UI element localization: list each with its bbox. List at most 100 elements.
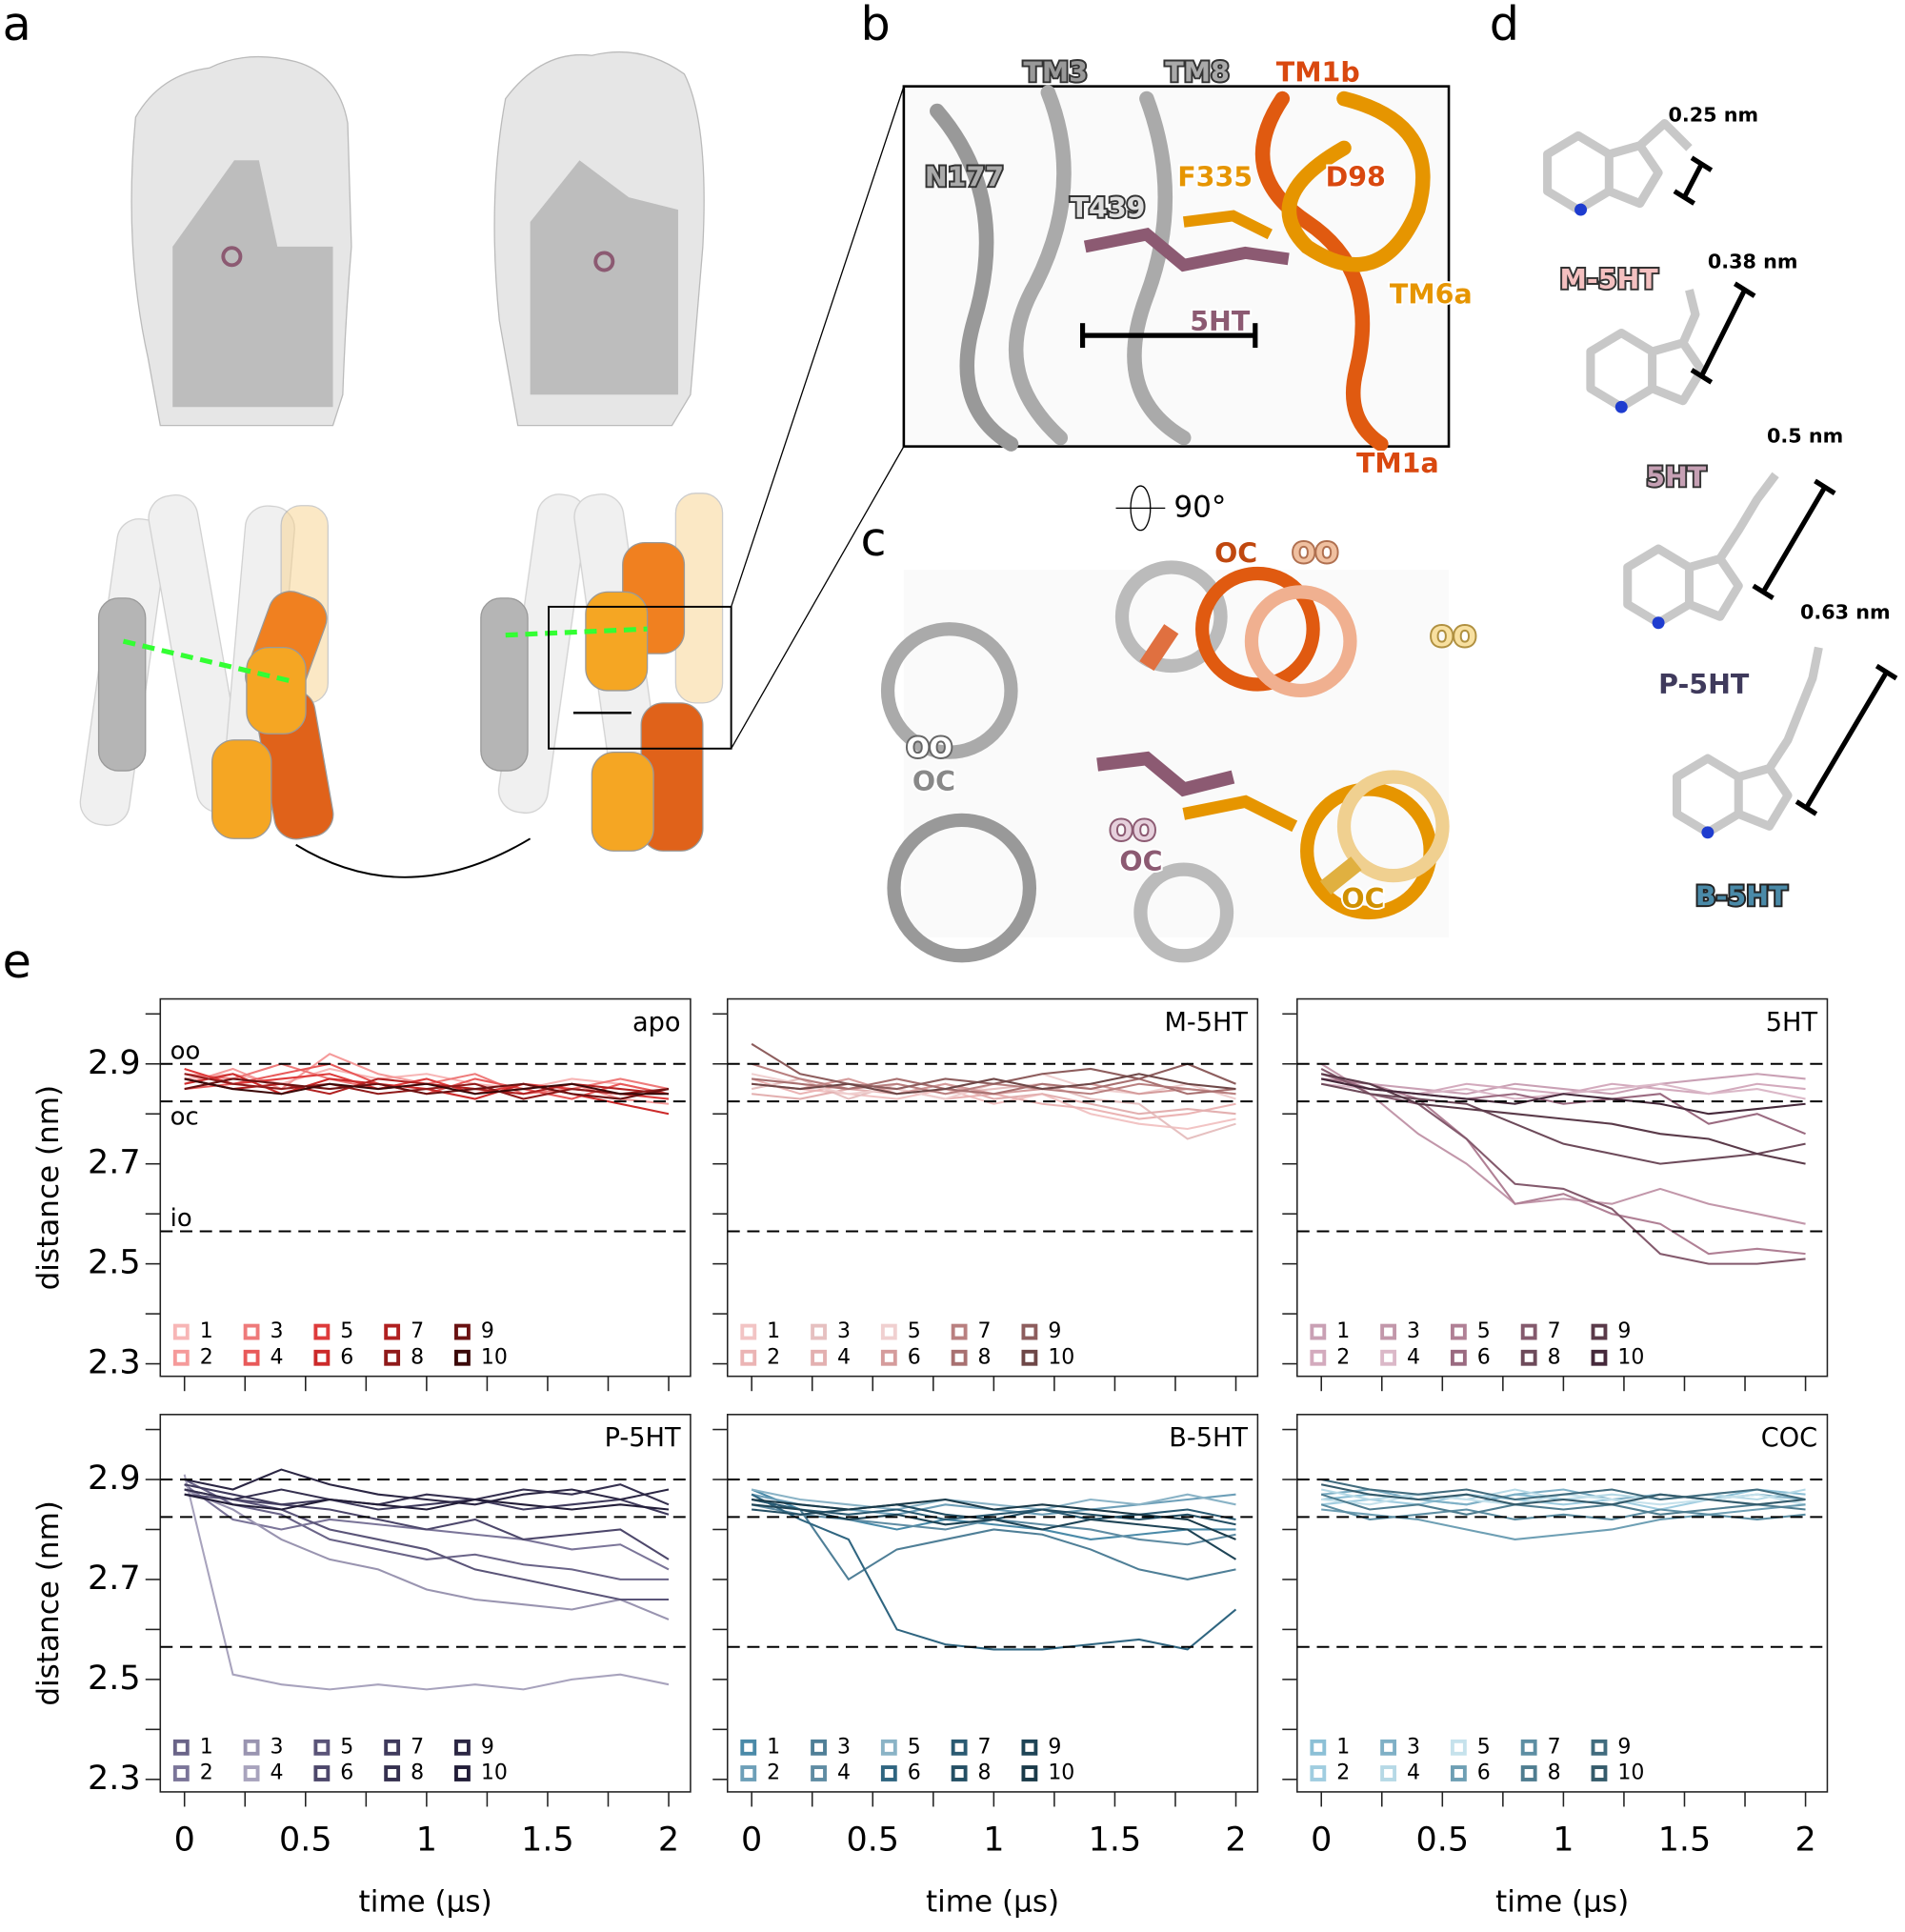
- plot-area: [727, 1042, 1258, 1233]
- y-tick-label: 2.5: [88, 1660, 141, 1698]
- series-line: [751, 1488, 1236, 1511]
- legend-swatch: [1520, 1349, 1537, 1366]
- label: OC: [1119, 846, 1162, 877]
- label: 5HT: [1190, 306, 1251, 337]
- plot-frame: [159, 1414, 692, 1793]
- y-tick-label: 2.7: [88, 1560, 141, 1598]
- y-tick-label: 2.9: [88, 1044, 141, 1082]
- legend-label: 2: [200, 1345, 213, 1369]
- series-line: [183, 1474, 670, 1691]
- legend-swatch: [1380, 1323, 1397, 1340]
- legend-swatch: [880, 1349, 897, 1366]
- x-axis-label: time (µs): [359, 1884, 492, 1919]
- legend-swatch: [1310, 1765, 1327, 1781]
- series-line: [184, 1493, 670, 1601]
- legend-label: 7: [1548, 1319, 1561, 1343]
- legend-swatch: [1520, 1323, 1537, 1340]
- legend-label: 10: [1617, 1345, 1644, 1369]
- legend-swatch: [172, 1349, 190, 1366]
- protein-surface: [130, 50, 705, 427]
- chart-title: B-5HT: [1169, 1423, 1248, 1453]
- molecule-name: 5HT: [1646, 461, 1707, 493]
- label: TM1a: [1356, 448, 1439, 479]
- legend-swatch: [243, 1349, 260, 1366]
- series-line: [752, 1082, 1236, 1116]
- legend-label: 6: [340, 1761, 353, 1785]
- series-line: [184, 1488, 670, 1620]
- series-line: [1320, 1073, 1806, 1165]
- legend-label: 9: [481, 1319, 494, 1343]
- label: TM6a: [1390, 279, 1473, 311]
- chart-title: M-5HT: [1164, 1008, 1248, 1037]
- legend-swatch: [454, 1765, 471, 1781]
- legend-swatch: [1021, 1739, 1038, 1756]
- legend-swatch: [1520, 1739, 1537, 1756]
- legend-label: 1: [1336, 1735, 1350, 1759]
- series-line: [1321, 1077, 1806, 1256]
- legend-swatch: [951, 1349, 968, 1366]
- legend-label: 2: [767, 1345, 780, 1369]
- legend-label: 7: [411, 1735, 424, 1759]
- x-tick-label: 2: [1225, 1821, 1246, 1860]
- y-axis-label: distance (nm): [31, 1085, 66, 1291]
- legend-label: 4: [270, 1761, 283, 1785]
- x-tick-label: 0.5: [846, 1821, 899, 1860]
- legend-label: 9: [1617, 1735, 1631, 1759]
- legend-label: 4: [1407, 1761, 1420, 1785]
- distance-label: 0.38 nm: [1708, 251, 1798, 273]
- legend-label: 10: [481, 1761, 508, 1785]
- legend-swatch: [1380, 1739, 1397, 1756]
- x-tick-label: 1: [983, 1821, 1004, 1860]
- legend-label: 3: [270, 1735, 283, 1759]
- legend-swatch: [1591, 1349, 1608, 1366]
- x-axis-label: time (µs): [1495, 1884, 1629, 1919]
- legend-label: 4: [1407, 1345, 1420, 1369]
- x-tick-label: 1: [416, 1821, 437, 1860]
- legend-swatch: [172, 1323, 190, 1340]
- legend-swatch: [243, 1765, 260, 1781]
- legend-label: 8: [978, 1761, 992, 1785]
- legend-swatch: [811, 1739, 827, 1756]
- series-line: [751, 1498, 1236, 1521]
- distance-label: 0.63 nm: [1800, 600, 1891, 623]
- x-tick-label: 2: [658, 1821, 679, 1860]
- legend-label: 7: [978, 1319, 992, 1343]
- y-tick-label: 2.3: [88, 1760, 141, 1798]
- chart-title: P-5HT: [605, 1423, 681, 1453]
- legend-label: 7: [978, 1735, 992, 1759]
- label: OC: [1341, 883, 1384, 915]
- legend-swatch: [313, 1323, 331, 1340]
- legend-swatch: [1021, 1765, 1038, 1781]
- x-axis-label: time (µs): [926, 1884, 1059, 1919]
- legend-swatch: [951, 1765, 968, 1781]
- y-tick-label: 2.9: [88, 1459, 141, 1498]
- legend-swatch: [243, 1323, 260, 1340]
- molecules: [1543, 118, 1898, 839]
- series-line: [751, 1042, 1236, 1091]
- legend-swatch: [811, 1349, 827, 1366]
- y-tick-label: 2.5: [88, 1244, 141, 1282]
- legend-label: 1: [200, 1735, 213, 1759]
- legend-swatch: [811, 1765, 827, 1781]
- plot-frame: [726, 1414, 1259, 1793]
- legend-swatch: [740, 1323, 757, 1340]
- label: OC: [1214, 538, 1257, 570]
- legend-label: 3: [837, 1319, 851, 1343]
- legend-swatch: [384, 1349, 401, 1366]
- legend-label: 5: [340, 1319, 353, 1343]
- legend-swatch: [384, 1765, 401, 1781]
- legend-swatch: [384, 1323, 401, 1340]
- series-line: [184, 1073, 670, 1100]
- legend-swatch: [1591, 1739, 1608, 1756]
- molecule-name: M-5HT: [1560, 264, 1659, 295]
- x-tick-label: 1.5: [1658, 1821, 1712, 1860]
- legend-swatch: [1450, 1739, 1467, 1756]
- legend-swatch: [1021, 1349, 1038, 1366]
- x-tick-label: 0.5: [1416, 1821, 1470, 1860]
- legend-swatch: [740, 1765, 757, 1781]
- label: TM3: [1023, 57, 1088, 89]
- distance-labels: 0.25 nm 0.38 nm 0.5 nm 0.63 nm: [1668, 104, 1890, 624]
